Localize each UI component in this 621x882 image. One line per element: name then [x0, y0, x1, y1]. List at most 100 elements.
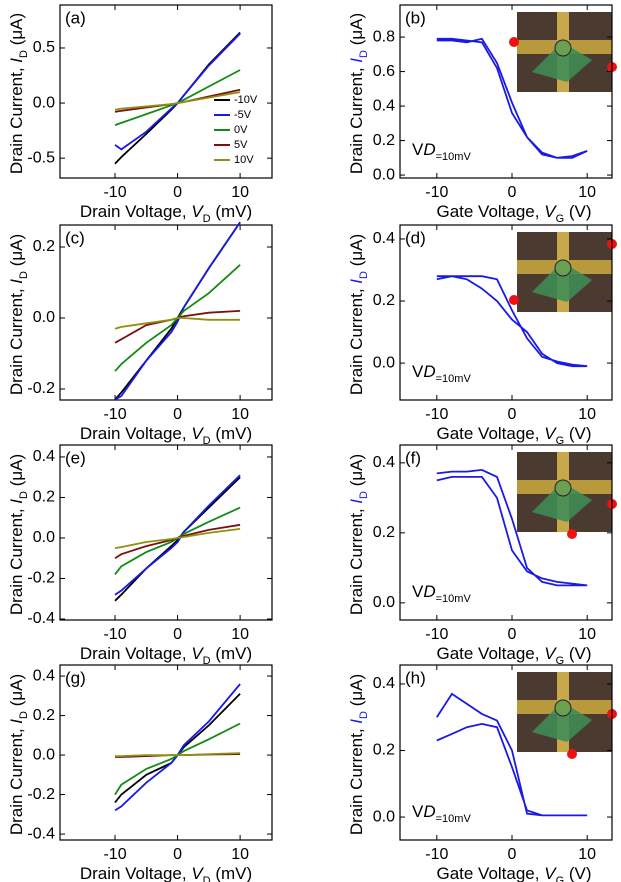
y-tick-label: 0.4 [33, 667, 55, 684]
label-part: V [191, 202, 204, 221]
y-tick-label: 0.2 [33, 707, 55, 724]
x-tick-label: 10 [578, 626, 596, 643]
label-part: D [203, 213, 211, 225]
x-axis-label: Drain Voltage, VD (mV) [80, 864, 252, 882]
x-tick-label: 0 [508, 846, 517, 863]
x-tick-label: 0 [508, 184, 517, 201]
label-part: V [544, 644, 557, 663]
label-part: =10mV [436, 151, 472, 163]
y-tick-label: 0.4 [33, 448, 55, 465]
panel-label: (c) [65, 228, 85, 247]
label-part: Drain Voltage, [80, 424, 192, 443]
inset-flake [532, 42, 592, 82]
data-line [114, 683, 241, 812]
y-axis-label: Drain Current, ID (μA) [7, 234, 29, 395]
data-line [114, 91, 241, 111]
label-part: I [347, 279, 366, 284]
label-part: G [556, 213, 565, 225]
x-tick-label: -10 [425, 184, 448, 201]
y-tick-label: -0.4 [27, 825, 55, 842]
label-part: =10mV [436, 373, 472, 385]
label-part: Drain Current, [7, 724, 26, 835]
label-part: =10mV [436, 593, 472, 605]
y-tick-label: -0.2 [27, 570, 55, 587]
annotation: VD=10mV [412, 582, 471, 604]
label-part: D [18, 711, 30, 719]
label-part: D [203, 435, 211, 447]
data-line [114, 528, 241, 549]
panel-label: (f) [405, 448, 421, 467]
plot-frame [59, 664, 273, 841]
y-tick-label: 0.5 [33, 39, 55, 56]
label-part: (μA) [7, 234, 26, 271]
probe-marker [509, 37, 519, 47]
plot-frame [59, 4, 273, 179]
y-tick-label: 0.0 [373, 354, 395, 371]
label-part: I [347, 58, 366, 63]
annotation: VD=10mV [412, 802, 471, 824]
y-tick-label: 0.4 [373, 97, 395, 114]
probe-marker [509, 295, 519, 305]
label-part: D [423, 140, 435, 159]
label-part: Drain Current, [347, 504, 366, 615]
label-part: =10mV [436, 813, 472, 825]
label-part: V [544, 864, 557, 882]
x-axis-label: Drain Voltage, VD (mV) [80, 202, 252, 224]
x-tick-label: 10 [578, 846, 596, 863]
label-part: V [544, 202, 557, 221]
label-part: Drain Voltage, [80, 644, 192, 663]
label-part: D [423, 582, 435, 601]
panel-label: (d) [405, 228, 426, 247]
label-part: D [358, 711, 370, 719]
y-axis-label: Drain Current, ID (μA) [7, 454, 29, 615]
y-tick-label: 0.2 [373, 132, 395, 149]
label-part: V [412, 582, 424, 601]
label-part: I [7, 58, 26, 63]
panel-label: (b) [405, 8, 426, 27]
label-part: V [412, 362, 424, 381]
inset-flake [532, 482, 592, 522]
data-line [114, 221, 241, 401]
data-line [114, 476, 241, 602]
x-tick-label: 10 [578, 406, 596, 423]
label-part: Gate Voltage, [436, 202, 544, 221]
y-tick-label: 0.8 [373, 28, 395, 45]
label-part: Drain Current, [7, 504, 26, 615]
x-tick-label: -10 [425, 406, 448, 423]
legend-label: 10V [234, 154, 254, 166]
y-tick-label: -0.5 [27, 149, 55, 166]
x-tick-label: 10 [231, 184, 249, 201]
y-tick-label: 0.0 [33, 94, 55, 111]
x-tick-label: -10 [103, 184, 126, 201]
data-line [115, 752, 241, 757]
label-part: (V) [564, 424, 591, 443]
label-part: (μA) [347, 234, 366, 271]
label-part: I [7, 499, 26, 504]
probe-marker [567, 749, 577, 759]
x-tick-label: 0 [173, 626, 182, 643]
x-tick-label: 10 [578, 184, 596, 201]
x-axis-label: Drain Voltage, VD (mV) [80, 644, 252, 666]
data-line [114, 32, 241, 151]
legend-label: 5V [234, 139, 248, 151]
y-axis-label: Drain Current, ID (μA) [347, 234, 369, 395]
label-part: D [423, 802, 435, 821]
label-part: Gate Voltage, [436, 864, 544, 882]
label-part: Drain Current, [347, 284, 366, 395]
label-part: D [358, 50, 370, 58]
x-axis-label: Gate Voltage, VG (V) [436, 202, 591, 224]
data-line [436, 275, 588, 368]
inset-dot [554, 699, 572, 717]
x-tick-label: -10 [425, 846, 448, 863]
label-part: (mV) [211, 424, 253, 443]
y-tick-label: 0.0 [373, 594, 395, 611]
label-part: D [423, 362, 435, 381]
label-part: (V) [564, 644, 591, 663]
x-tick-label: 10 [231, 406, 249, 423]
panel-label: (g) [65, 668, 86, 687]
label-part: (μA) [7, 674, 26, 711]
label-part: V [191, 424, 204, 443]
x-tick-label: -10 [103, 406, 126, 423]
plot-frame [399, 664, 613, 841]
label-part: (mV) [211, 644, 253, 663]
